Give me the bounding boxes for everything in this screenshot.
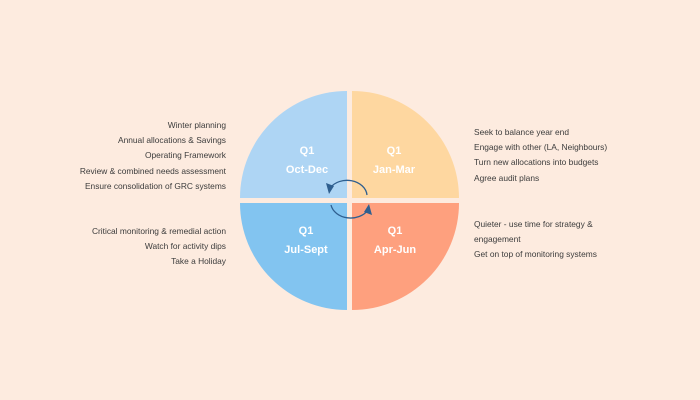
quadrant-top-left-shape [240,91,347,198]
quadrant-top-left-period: Oct-Dec [286,164,328,176]
note-line: Review & combined needs assessment [79,165,226,176]
cycle-arrow-top-icon [329,179,368,196]
quadrant-top-right-period: Jan-Mar [373,164,416,176]
note-line: Agree audit plans [474,172,540,183]
quadrant-top-right-shape [352,91,459,198]
note-line: Annual allocations & Savings [117,135,226,146]
note-line: Winter planning [167,120,226,130]
note-line: Quieter - use time for strategy & [474,219,593,229]
notes-top-left: Winter planning Annual allocations & Savi… [6,118,226,194]
note-line: Seek to balance year end [474,127,569,137]
note-line: Take a Holiday [171,256,226,267]
quadrant-top-right-quarter: Q1 [387,145,402,157]
quadrant-bottom-left-shape [240,203,347,310]
note-line: Watch for activity dips [144,241,226,252]
notes-bottom-right: Quieter - use time for strategy & engagem… [474,217,700,263]
quadrant-top-left-quarter: Q1 [300,145,315,157]
quadrant-bottom-right-quarter: Q1 [388,225,403,237]
quadrant-bottom-right-period: Apr-Jun [374,244,416,256]
note-line: engagement [474,234,521,245]
quadrant-bottom-right-shape [352,203,459,310]
cycle-arrow-top-head-icon [326,183,334,194]
quadrant-bottom-left-period: Jul-Sept [284,244,328,256]
quadrant-top-right: Q1 Jan-Mar [352,91,459,198]
quadrant-bottom-right: Q1 Apr-Jun [352,203,459,310]
note-line: Get on top of monitoring systems [474,249,597,260]
note-line: Turn new allocations into budgets [474,157,599,168]
quadrant-top-left: Q1 Oct-Dec [240,91,347,198]
note-line: Operating Framework [145,150,226,161]
notes-top-right: Seek to balance year end Engage with othe… [474,125,700,186]
cycle-arrow-bottom-icon [330,204,369,219]
note-line: Ensure consolidation of GRC systems [84,180,226,191]
cycle-arrows-icon [326,179,372,219]
quadrant-bottom-left-quarter: Q1 [299,225,314,237]
quadrant-bottom-left: Q1 Jul-Sept [240,203,347,310]
note-line: Critical monitoring & remedial action [91,226,226,236]
note-line: Engage with other (LA, Neighbours) [474,142,608,153]
cycle-arrow-bottom-head-icon [364,204,372,215]
notes-bottom-left: Critical monitoring & remedial action Wat… [6,224,226,270]
